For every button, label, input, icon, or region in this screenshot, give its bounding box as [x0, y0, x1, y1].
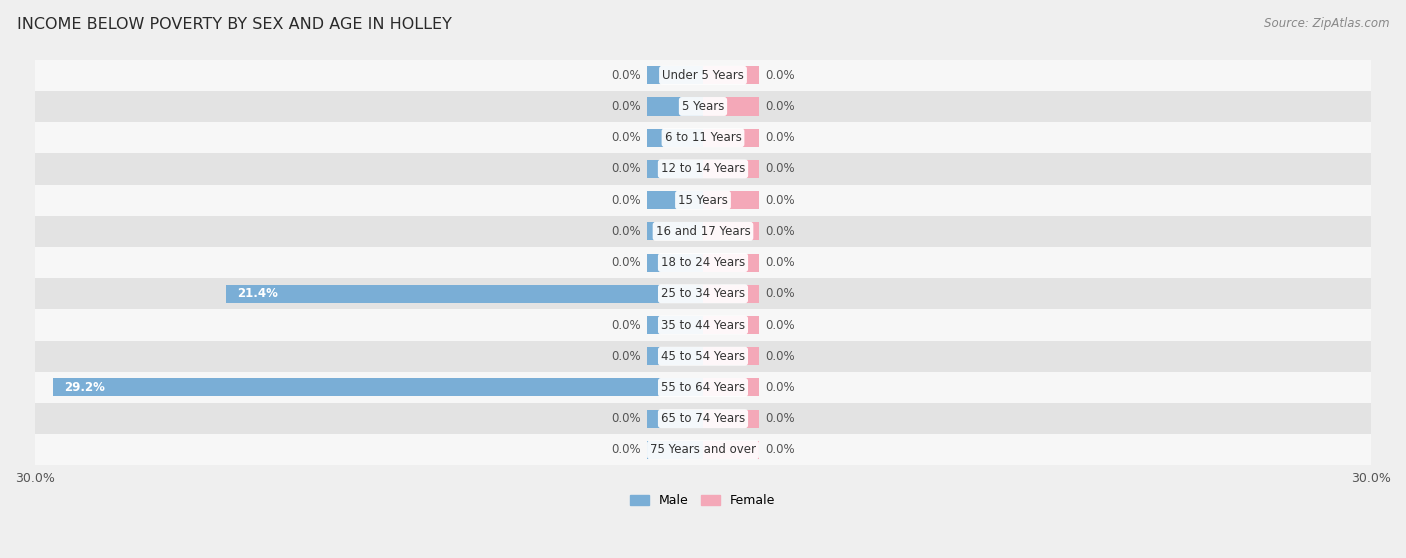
Text: 12 to 14 Years: 12 to 14 Years [661, 162, 745, 175]
Text: 0.0%: 0.0% [765, 194, 794, 206]
Text: 0.0%: 0.0% [765, 69, 794, 82]
Text: 0.0%: 0.0% [612, 131, 641, 144]
Bar [647, 129, 703, 147]
Text: Source: ZipAtlas.com: Source: ZipAtlas.com [1264, 17, 1389, 30]
Text: 0.0%: 0.0% [612, 100, 641, 113]
Bar [53, 378, 703, 397]
Bar [703, 129, 759, 147]
Text: Under 5 Years: Under 5 Years [662, 69, 744, 82]
Text: 75 Years and over: 75 Years and over [650, 444, 756, 456]
Text: 0.0%: 0.0% [765, 319, 794, 331]
Text: 0.0%: 0.0% [765, 131, 794, 144]
Text: 45 to 54 Years: 45 to 54 Years [661, 350, 745, 363]
Bar [35, 185, 1371, 216]
Text: 35 to 44 Years: 35 to 44 Years [661, 319, 745, 331]
Bar [35, 247, 1371, 278]
Text: 65 to 74 Years: 65 to 74 Years [661, 412, 745, 425]
Bar [647, 222, 703, 240]
Text: 0.0%: 0.0% [612, 350, 641, 363]
Bar [703, 160, 759, 178]
Bar [226, 285, 703, 303]
Text: 6 to 11 Years: 6 to 11 Years [665, 131, 741, 144]
Bar [35, 122, 1371, 153]
Bar [647, 347, 703, 365]
Bar [703, 66, 759, 84]
Text: 0.0%: 0.0% [765, 412, 794, 425]
Bar [647, 66, 703, 84]
Text: 0.0%: 0.0% [765, 381, 794, 394]
Bar [35, 309, 1371, 340]
Bar [35, 153, 1371, 185]
Bar [647, 253, 703, 272]
Text: 0.0%: 0.0% [765, 225, 794, 238]
Text: 55 to 64 Years: 55 to 64 Years [661, 381, 745, 394]
Bar [703, 98, 759, 116]
Text: 15 Years: 15 Years [678, 194, 728, 206]
Bar [703, 316, 759, 334]
Bar [647, 316, 703, 334]
Bar [647, 191, 703, 209]
Text: 5 Years: 5 Years [682, 100, 724, 113]
Text: 0.0%: 0.0% [765, 256, 794, 269]
Bar [35, 278, 1371, 309]
Bar [35, 403, 1371, 434]
Text: 16 and 17 Years: 16 and 17 Years [655, 225, 751, 238]
Bar [703, 410, 759, 428]
Bar [35, 372, 1371, 403]
Bar [703, 285, 759, 303]
Text: 0.0%: 0.0% [765, 444, 794, 456]
Bar [35, 340, 1371, 372]
Bar [35, 60, 1371, 91]
Bar [703, 441, 759, 459]
Text: 0.0%: 0.0% [612, 225, 641, 238]
Bar [703, 253, 759, 272]
Text: 0.0%: 0.0% [765, 287, 794, 300]
Bar [703, 222, 759, 240]
Bar [647, 98, 703, 116]
Text: 0.0%: 0.0% [612, 69, 641, 82]
Text: 18 to 24 Years: 18 to 24 Years [661, 256, 745, 269]
Bar [703, 191, 759, 209]
Text: 0.0%: 0.0% [612, 256, 641, 269]
Bar [35, 434, 1371, 465]
Text: 0.0%: 0.0% [612, 162, 641, 175]
Bar [647, 441, 703, 459]
Text: 21.4%: 21.4% [238, 287, 278, 300]
Text: 25 to 34 Years: 25 to 34 Years [661, 287, 745, 300]
Text: 0.0%: 0.0% [612, 319, 641, 331]
Text: INCOME BELOW POVERTY BY SEX AND AGE IN HOLLEY: INCOME BELOW POVERTY BY SEX AND AGE IN H… [17, 17, 451, 32]
Bar [703, 378, 759, 397]
Text: 0.0%: 0.0% [765, 350, 794, 363]
Text: 0.0%: 0.0% [612, 412, 641, 425]
Text: 0.0%: 0.0% [765, 100, 794, 113]
Bar [35, 216, 1371, 247]
Bar [35, 91, 1371, 122]
Text: 29.2%: 29.2% [63, 381, 105, 394]
Text: 0.0%: 0.0% [765, 162, 794, 175]
Text: 0.0%: 0.0% [612, 194, 641, 206]
Bar [647, 160, 703, 178]
Legend: Male, Female: Male, Female [626, 489, 780, 512]
Bar [647, 410, 703, 428]
Bar [703, 347, 759, 365]
Text: 0.0%: 0.0% [612, 444, 641, 456]
